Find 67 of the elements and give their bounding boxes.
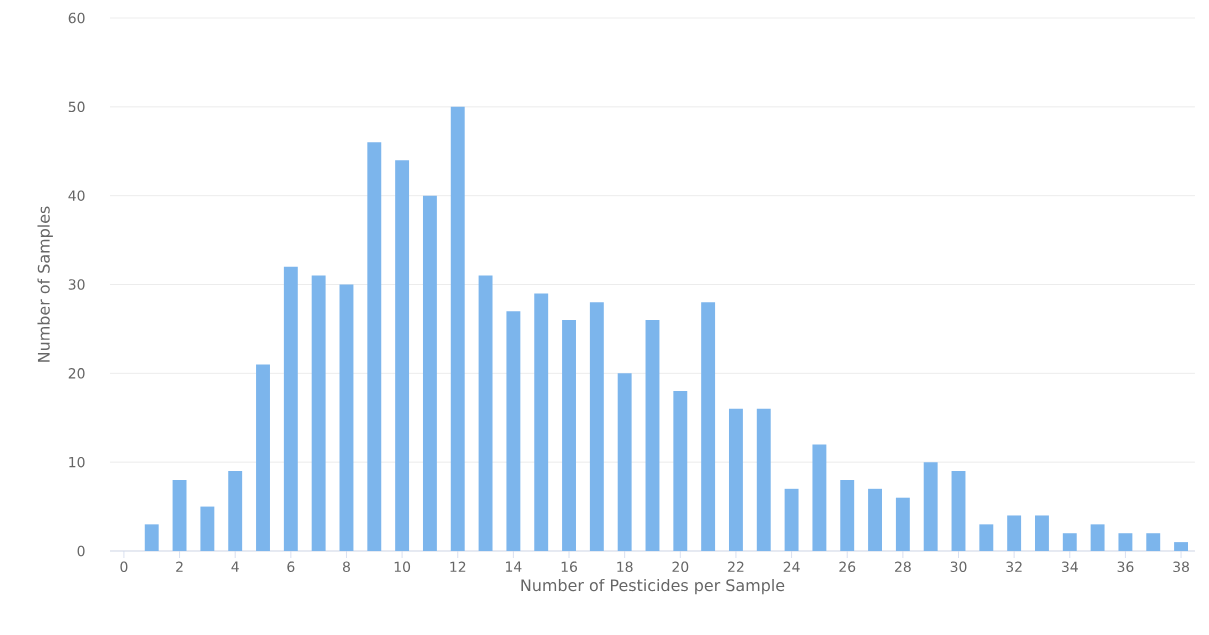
bar — [812, 444, 827, 551]
x-tick-label: 8 — [342, 561, 350, 573]
bar — [784, 488, 799, 551]
x-tick-label: 38 — [1173, 561, 1189, 573]
bar — [506, 311, 521, 551]
x-tick-label: 16 — [561, 561, 578, 573]
y-tick-label: 10 — [69, 456, 85, 468]
x-tick-label: 4 — [231, 561, 239, 572]
x-tick-label: 10 — [394, 561, 411, 573]
y-axis-title: Number of Samples — [37, 206, 53, 362]
x-tick-label: 22 — [728, 561, 744, 572]
bar — [895, 497, 910, 551]
bar — [256, 364, 270, 551]
bar — [172, 479, 187, 551]
x-tick-label: 26 — [839, 561, 856, 573]
x-tick-label: 2 — [176, 561, 183, 572]
bar — [979, 524, 994, 551]
bar — [1118, 533, 1133, 551]
bar — [200, 506, 215, 551]
x-tick-label: 12 — [450, 561, 466, 572]
bar — [1007, 515, 1022, 551]
y-tick-label: 30 — [68, 279, 85, 290]
x-tick-label: 34 — [1061, 561, 1078, 573]
bar — [422, 195, 437, 551]
bar — [645, 320, 660, 551]
x-tick-label: 28 — [895, 561, 911, 573]
bar — [395, 160, 410, 551]
bar — [144, 524, 159, 551]
bar — [450, 106, 465, 551]
bar — [673, 391, 688, 551]
bar — [562, 320, 576, 551]
bar — [534, 293, 549, 551]
x-tick-label: 24 — [783, 561, 800, 572]
bar — [868, 488, 882, 551]
bar — [1146, 533, 1161, 551]
bar — [923, 462, 938, 551]
bar — [589, 302, 604, 551]
bar — [1174, 542, 1189, 551]
x-tick-label: 30 — [950, 561, 967, 573]
x-tick-label: 0 — [120, 561, 128, 573]
bar — [228, 471, 243, 551]
y-tick-label: 60 — [68, 12, 85, 24]
x-tick-label: 14 — [506, 561, 522, 572]
x-tick-label: 18 — [617, 561, 633, 573]
bar — [701, 302, 716, 551]
bar — [1090, 524, 1105, 551]
bar — [840, 479, 855, 551]
x-tick-label: 20 — [672, 561, 689, 573]
bar — [756, 408, 771, 551]
bar — [283, 266, 298, 551]
bar — [617, 373, 632, 551]
bar — [311, 275, 326, 551]
bar — [728, 408, 743, 551]
bar — [367, 142, 382, 551]
bar — [478, 275, 493, 551]
y-tick-label: 50 — [68, 101, 85, 113]
bar — [1035, 515, 1049, 551]
y-tick-label: 0 — [77, 545, 85, 557]
x-tick-label: 36 — [1117, 561, 1134, 573]
y-tick-label: 40 — [68, 190, 85, 201]
x-tick-label: 6 — [287, 561, 295, 573]
bar — [951, 471, 966, 551]
y-tick-label: 20 — [68, 368, 85, 379]
x-axis-title: Number of Pesticides per Sample — [521, 578, 785, 595]
x-tick-label: 32 — [1006, 561, 1022, 573]
bar — [339, 284, 354, 551]
bar — [1062, 533, 1077, 551]
